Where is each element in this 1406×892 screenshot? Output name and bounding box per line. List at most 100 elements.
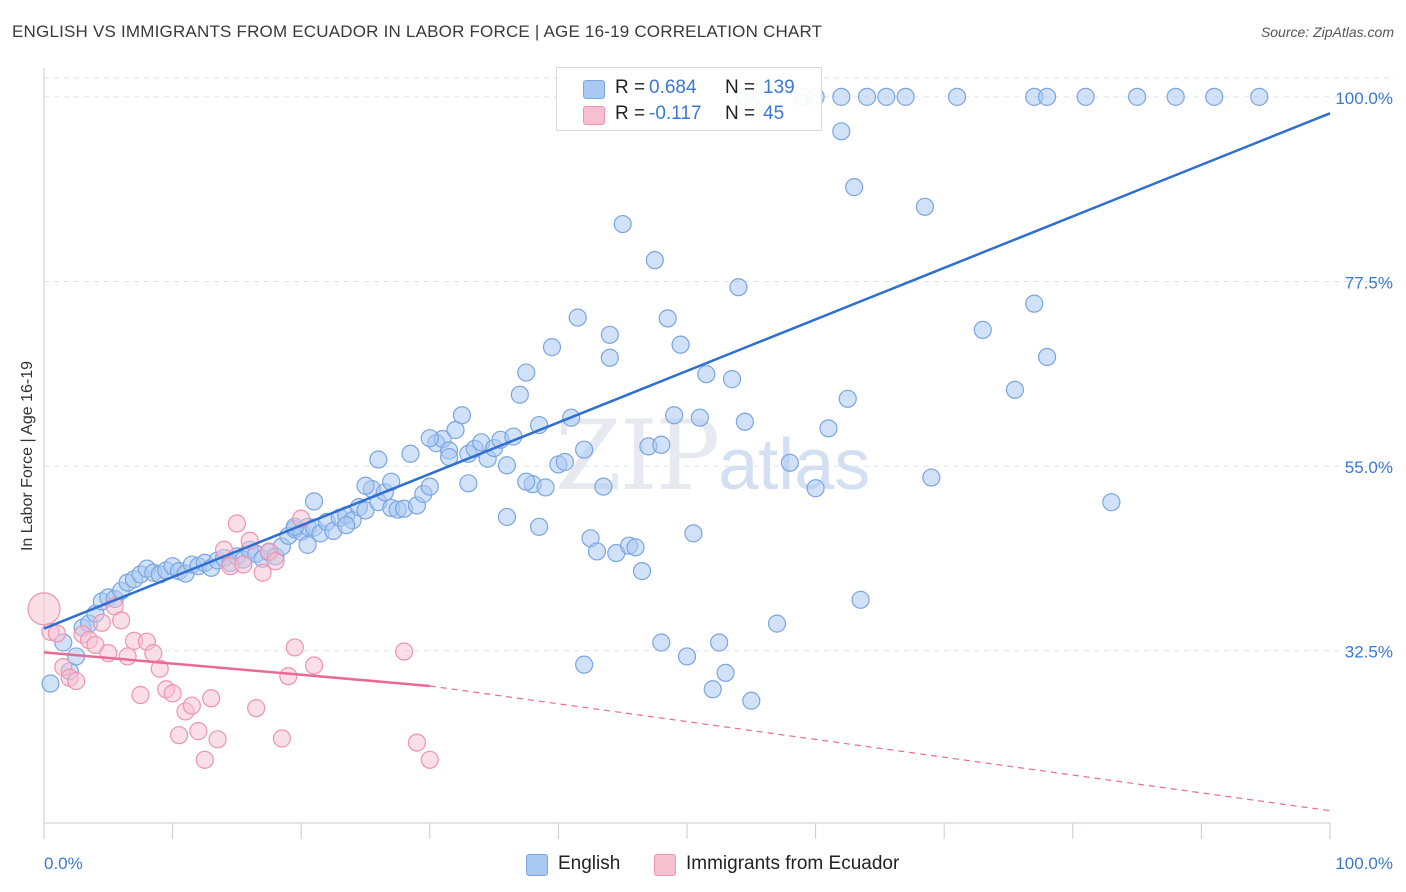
english-point xyxy=(510,385,529,404)
english-point xyxy=(575,440,594,459)
ecuador-r-value: -0.117 xyxy=(649,103,702,124)
english-point xyxy=(684,524,703,543)
english-r-value: 0.684 xyxy=(649,77,697,98)
legend-english-label: English xyxy=(558,853,621,874)
english-point xyxy=(1037,87,1057,106)
y-tick-label: 100.0% xyxy=(1335,89,1393,108)
english-point xyxy=(851,590,870,609)
stats-row-ecuador: R = -0.117 N = 45 xyxy=(557,101,821,127)
x-tick-label: 0.0% xyxy=(44,854,83,873)
chart-legend: English Immigrants from Ecuador xyxy=(0,851,1406,879)
english-trend-line xyxy=(43,112,1331,630)
english-point xyxy=(780,453,799,472)
english-point xyxy=(838,389,857,408)
ecuador-n-label: N = xyxy=(725,103,756,124)
y-tick-label: 77.5% xyxy=(1345,273,1393,292)
english-point xyxy=(735,412,754,431)
english-point xyxy=(658,309,677,328)
english-point xyxy=(1166,87,1185,106)
english-point xyxy=(568,308,587,327)
english-point xyxy=(420,477,439,496)
ecuador-trend-extension xyxy=(429,685,1331,812)
english-point xyxy=(703,680,722,699)
legend-ecuador-swatch xyxy=(654,854,676,876)
english-point xyxy=(677,647,697,666)
ecuador-point xyxy=(195,750,214,769)
ecuador-point xyxy=(272,729,292,748)
english-point xyxy=(877,87,896,106)
english-point xyxy=(517,472,536,491)
source-credit: Source: ZipAtlas.com xyxy=(1260,24,1394,40)
english-point xyxy=(626,538,645,557)
stats-box: R = 0.684 N = 139 R = -0.117 N = 45 xyxy=(556,67,822,131)
english-point xyxy=(452,406,472,425)
english-r-label: R = xyxy=(615,77,646,98)
ecuador-point xyxy=(92,613,111,632)
english-point xyxy=(922,468,941,487)
ecuador-point xyxy=(202,689,221,708)
english-point xyxy=(832,122,851,141)
ecuador-point xyxy=(208,730,227,749)
english-point xyxy=(1102,493,1121,512)
ecuador-point xyxy=(27,592,61,626)
ecuador-point xyxy=(118,647,137,666)
english-point xyxy=(401,444,420,463)
english-point xyxy=(973,320,992,339)
english-point xyxy=(542,338,562,357)
english-point xyxy=(1005,380,1025,399)
english-point xyxy=(497,507,517,527)
ecuador-point xyxy=(285,638,304,657)
english-point xyxy=(575,655,594,674)
chart-title: ENGLISH VS IMMIGRANTS FROM ECUADOR IN LA… xyxy=(12,22,823,41)
ecuador-point xyxy=(304,656,324,675)
ecuador-point xyxy=(407,733,427,752)
ecuador-point xyxy=(112,611,131,630)
ecuador-n-value: 45 xyxy=(763,103,785,124)
english-point xyxy=(1205,87,1224,106)
ecuador-r-label: R = xyxy=(615,103,646,124)
english-point xyxy=(645,251,664,270)
english-point xyxy=(722,370,742,389)
english-point xyxy=(497,456,517,475)
english-point xyxy=(947,87,967,106)
ecuador-point xyxy=(163,684,182,703)
english-point xyxy=(665,406,684,425)
english-point xyxy=(536,478,555,497)
english-point xyxy=(356,501,375,520)
english-point xyxy=(41,674,60,693)
english-point xyxy=(420,429,439,448)
ecuador-swatch xyxy=(583,106,605,125)
ecuador-point xyxy=(131,685,150,705)
ecuador-point xyxy=(67,671,86,691)
y-axis-label: In Labor Force | Age 16-19 xyxy=(19,360,36,552)
ecuador-point xyxy=(420,750,439,769)
english-point xyxy=(298,535,317,554)
english-point xyxy=(845,178,864,197)
x-tick-label: 100.0% xyxy=(1335,854,1393,873)
english-point xyxy=(832,87,851,106)
ecuador-point xyxy=(394,642,414,661)
ecuador-trend-line xyxy=(43,651,430,688)
ecuador-point xyxy=(144,644,163,663)
english-point xyxy=(652,435,671,454)
english-point xyxy=(530,517,549,536)
english-point xyxy=(304,492,324,511)
english-point xyxy=(710,633,729,652)
english-swatch xyxy=(583,80,605,99)
english-point xyxy=(459,474,478,493)
english-point xyxy=(356,476,375,495)
ecuador-point xyxy=(182,696,201,715)
ecuador-point xyxy=(47,624,66,643)
y-tick-label: 55.0% xyxy=(1345,458,1393,477)
ecuador-point xyxy=(227,514,246,533)
english-point xyxy=(915,197,935,216)
legend-ecuador-label: Immigrants from Ecuador xyxy=(686,853,900,874)
english-n-value: 139 xyxy=(763,77,795,98)
english-point xyxy=(632,562,652,581)
legend-english-swatch xyxy=(526,854,548,876)
ecuador-point xyxy=(266,552,285,571)
english-point xyxy=(697,365,716,384)
english-point xyxy=(594,477,613,496)
english-point xyxy=(671,335,690,354)
